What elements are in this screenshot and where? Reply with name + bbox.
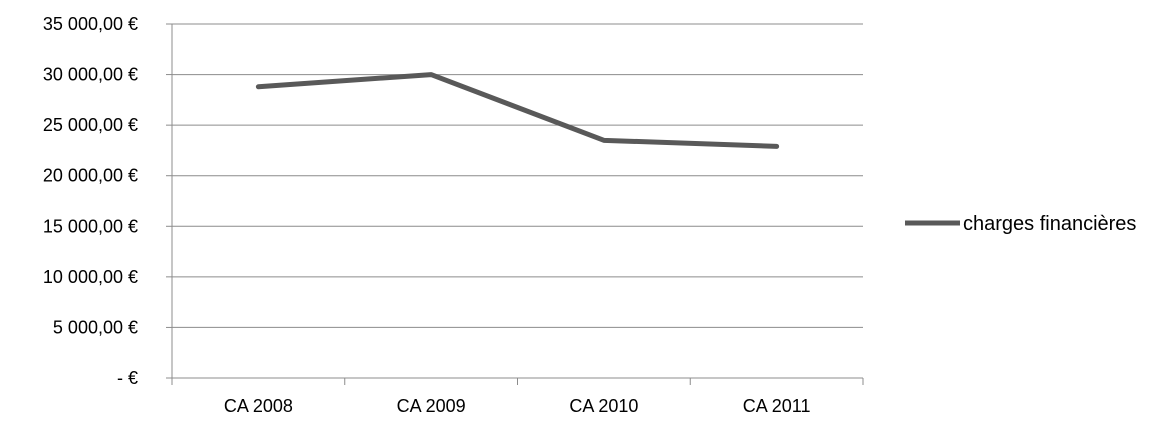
legend-label-charges-financieres: charges financières (963, 213, 1136, 235)
x-tick-label: CA 2009 (397, 396, 466, 416)
y-tick-label: 20 000,00 € (43, 166, 138, 186)
y-tick-label: 25 000,00 € (43, 115, 138, 135)
y-tick-label: 15 000,00 € (43, 216, 138, 236)
y-axis-tick-labels: 35 000,00 € 30 000,00 € 25 000,00 € 20 000,… (43, 14, 138, 388)
y-tick-label: 35 000,00 € (43, 14, 138, 34)
y-tick-label: 10 000,00 € (43, 267, 138, 287)
series-line-charges-financieres (255, 72, 780, 149)
gridlines (172, 23, 863, 328)
y-tick-label: 30 000,00 € (43, 65, 138, 85)
axes (166, 23, 864, 385)
x-axis-tick-labels: CA 2008 CA 2009 CA 2010 CA 2011 (224, 396, 811, 416)
series (255, 72, 780, 149)
legend: charges financières (905, 213, 1136, 235)
y-tick-label: 5 000,00 € (53, 317, 138, 337)
y-tick-label: - € (117, 368, 138, 388)
x-tick-label: CA 2010 (569, 396, 638, 416)
x-tick-label: CA 2011 (743, 396, 811, 416)
x-tick-label: CA 2008 (224, 396, 293, 416)
